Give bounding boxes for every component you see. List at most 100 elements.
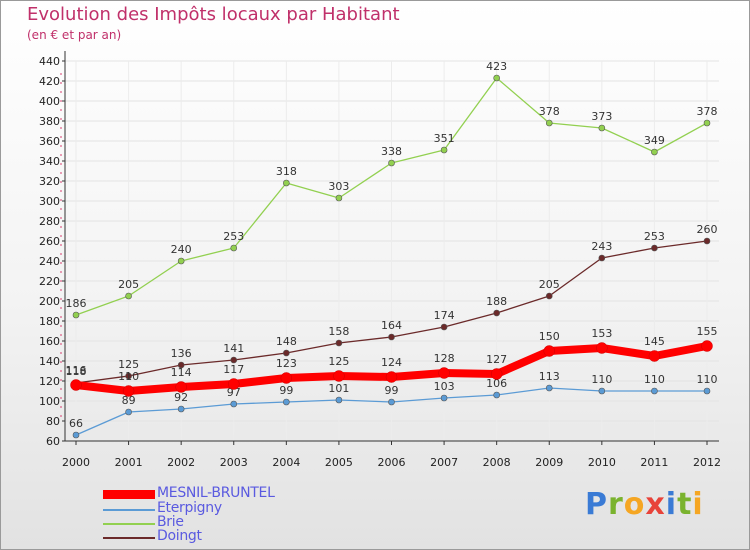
data-label: 110 bbox=[697, 373, 718, 386]
legend-swatch-eterpigny bbox=[103, 509, 155, 511]
data-point bbox=[651, 244, 658, 252]
data-point bbox=[701, 340, 713, 352]
data-label: 66 bbox=[69, 417, 83, 430]
y-tick-label: 340 bbox=[39, 155, 60, 168]
data-point bbox=[335, 194, 343, 202]
data-point bbox=[598, 387, 606, 395]
data-point bbox=[490, 368, 503, 380]
data-label: 124 bbox=[381, 356, 402, 369]
x-tick-label: 2002 bbox=[167, 456, 195, 469]
data-point bbox=[72, 431, 80, 439]
data-label: 243 bbox=[591, 240, 612, 253]
data-point bbox=[283, 349, 290, 357]
data-point bbox=[545, 384, 553, 392]
legend-label-doingt: Doingt bbox=[157, 528, 202, 544]
x-tick-label: 2009 bbox=[535, 456, 563, 469]
data-label: 114 bbox=[171, 366, 192, 379]
data-label: 338 bbox=[381, 145, 402, 158]
data-point bbox=[651, 387, 658, 395]
y-tick-label: 380 bbox=[39, 115, 60, 128]
data-label: 118 bbox=[66, 365, 87, 378]
data-point bbox=[493, 391, 500, 399]
data-point bbox=[493, 74, 500, 82]
data-label: 253 bbox=[223, 230, 244, 243]
x-tick-label: 2006 bbox=[378, 456, 406, 469]
logo-letter: o bbox=[623, 487, 646, 522]
series-mesnil-bruntel: 116 110 114 117 123 125 124 128 127 150 153 145 155 bbox=[66, 325, 718, 397]
data-point bbox=[440, 323, 448, 331]
y-tick-label: 260 bbox=[39, 235, 60, 248]
x-tick-label: 2010 bbox=[588, 456, 616, 469]
data-point bbox=[598, 124, 606, 132]
data-label: 158 bbox=[328, 325, 349, 338]
x-tick-label: 2003 bbox=[220, 456, 248, 469]
data-label: 378 bbox=[697, 105, 718, 118]
y-tick-label: 420 bbox=[39, 75, 60, 88]
y-tick-label: 120 bbox=[39, 375, 60, 388]
legend-label-eterpigny: Eterpigny bbox=[157, 500, 222, 516]
data-point bbox=[177, 257, 185, 265]
y-tick-label: 140 bbox=[39, 355, 60, 368]
data-point bbox=[388, 398, 395, 406]
data-point bbox=[648, 350, 661, 362]
data-label: 205 bbox=[118, 278, 139, 291]
y-tick-label: 360 bbox=[39, 135, 60, 148]
data-point bbox=[125, 408, 132, 416]
data-point bbox=[388, 159, 395, 167]
data-label: 240 bbox=[171, 243, 192, 256]
series-doingt: 118 125 136 141 148 158 164 174 188 205 243 253 260 bbox=[66, 223, 718, 387]
data-label: 125 bbox=[118, 358, 139, 371]
y-tick-label: 240 bbox=[39, 255, 60, 268]
data-point bbox=[70, 379, 82, 391]
data-label: 123 bbox=[276, 357, 297, 370]
data-label: 99 bbox=[279, 384, 293, 397]
x-tick-label: 2001 bbox=[115, 456, 143, 469]
data-point bbox=[230, 356, 238, 364]
data-label: 136 bbox=[171, 347, 192, 360]
data-point bbox=[280, 372, 293, 384]
data-point bbox=[438, 367, 450, 379]
data-label: 117 bbox=[223, 363, 244, 376]
data-point bbox=[283, 179, 290, 187]
data-label: 423 bbox=[486, 60, 507, 73]
x-tick-label: 2004 bbox=[272, 456, 300, 469]
data-label: 188 bbox=[486, 295, 507, 308]
data-point bbox=[440, 394, 448, 402]
data-point bbox=[598, 254, 606, 262]
logo-letter: r bbox=[608, 487, 624, 522]
gridlines bbox=[65, 60, 719, 442]
data-point bbox=[175, 381, 187, 393]
x-tick-label: 2005 bbox=[325, 456, 353, 469]
data-point bbox=[125, 372, 132, 380]
data-label: 351 bbox=[434, 132, 455, 145]
data-point bbox=[333, 370, 345, 382]
data-label: 141 bbox=[223, 342, 244, 355]
y-tick-label: 60 bbox=[46, 435, 60, 448]
data-label: 205 bbox=[539, 278, 560, 291]
data-point bbox=[385, 371, 398, 383]
data-point bbox=[125, 292, 132, 300]
data-label: 128 bbox=[434, 352, 455, 365]
y-tick-label: 300 bbox=[39, 195, 60, 208]
data-point bbox=[493, 309, 500, 317]
y-tick-label: 80 bbox=[46, 415, 60, 428]
data-point bbox=[545, 119, 553, 127]
legend-swatch-brie bbox=[103, 523, 155, 525]
y-tick-label: 440 bbox=[39, 55, 60, 68]
x-tick-label: 2000 bbox=[62, 456, 90, 469]
y-tick-label: 160 bbox=[39, 335, 60, 348]
x-tick-label: 2011 bbox=[640, 456, 668, 469]
y-tick-label: 400 bbox=[39, 95, 60, 108]
y-tick-label: 280 bbox=[39, 215, 60, 228]
data-label: 92 bbox=[174, 391, 188, 404]
data-label: 97 bbox=[227, 386, 241, 399]
data-label: 125 bbox=[328, 355, 349, 368]
data-label: 110 bbox=[118, 370, 139, 383]
y-tick-labels: 60 80 100 120 140 160 180 200 220 240 260 280 300 320… bbox=[39, 55, 65, 448]
logo-letter: i bbox=[692, 487, 704, 522]
data-label: 89 bbox=[122, 394, 136, 407]
logo-letter: x bbox=[645, 487, 666, 522]
legend-label-mesnil-bruntel: MESNIL-BRUNTEL bbox=[157, 485, 275, 501]
data-label: 373 bbox=[591, 110, 612, 123]
data-point bbox=[388, 333, 395, 341]
